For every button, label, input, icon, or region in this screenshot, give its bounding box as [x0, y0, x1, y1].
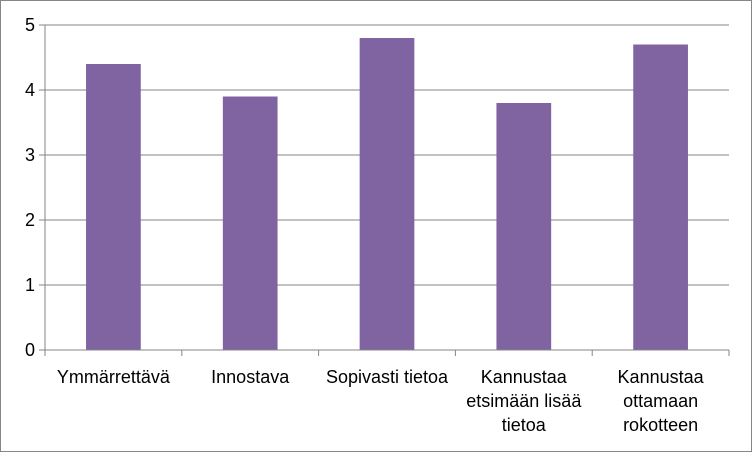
bar: [496, 103, 552, 350]
x-category-label-line: Sopivasti tietoa: [326, 367, 449, 387]
x-category-label: Ymmärrettävä: [57, 367, 171, 387]
x-category-label-line: Kannustaa: [618, 367, 705, 387]
x-category-label: Innostava: [211, 367, 290, 387]
x-category-label-line: Innostava: [211, 367, 290, 387]
bar: [222, 96, 278, 350]
y-tick-labels: 0 1 2 3 4 5: [25, 15, 35, 360]
y-tick-label: 3: [25, 145, 35, 165]
y-tick-label: 0: [25, 340, 35, 360]
y-tick-label: 2: [25, 210, 35, 230]
x-category-label-line: tietoa: [502, 415, 547, 435]
x-category-label-line: rokotteen: [623, 415, 698, 435]
x-category-label: Kannustaa etsimään lisää tietoa: [466, 367, 582, 435]
bar: [86, 64, 141, 350]
y-tick-label: 4: [25, 80, 35, 100]
x-category-label-line: etsimään lisää: [466, 391, 582, 411]
bar: [359, 38, 415, 350]
bars: [86, 38, 688, 350]
x-category-label-line: Kannustaa: [481, 367, 568, 387]
x-category-label-line: ottamaan: [623, 391, 698, 411]
y-tick-label: 5: [25, 15, 35, 35]
x-category-label-line: Ymmärrettävä: [57, 367, 171, 387]
category-labels: Ymmärrettävä Innostava Sopivasti tietoa Kan…: [57, 367, 705, 435]
y-tick-label: 1: [25, 275, 35, 295]
bar: [633, 44, 688, 350]
x-category-label: Kannustaa ottamaan rokotteen: [618, 367, 705, 435]
axes: [39, 24, 730, 356]
x-category-label: Sopivasti tietoa: [326, 367, 449, 387]
